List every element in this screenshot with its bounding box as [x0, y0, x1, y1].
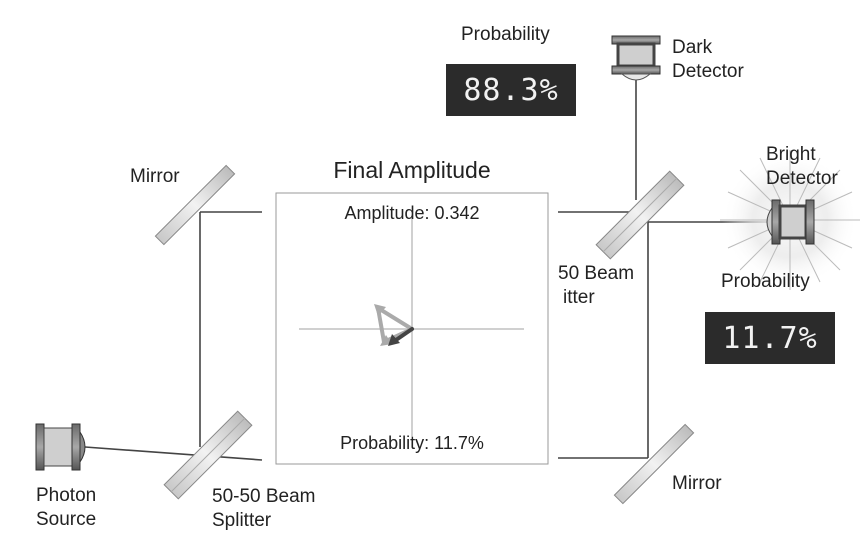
bright-detector-label-line-2: Detector	[766, 168, 838, 189]
dark-detector-device	[611, 35, 661, 81]
dark-probability-readout: 88.3%	[446, 64, 576, 116]
bright-detector-label-line-1: Bright	[766, 144, 816, 165]
dark-detector-label-line-2: Detector	[672, 61, 744, 82]
mirror-bottom	[613, 423, 695, 505]
mirror-bottom-label: Mirror	[672, 473, 722, 494]
bright-detector-device	[720, 150, 860, 290]
mirror-top	[154, 164, 236, 246]
amplitude-arrow-1	[376, 306, 414, 331]
beam-splitter-bottom	[163, 410, 253, 500]
bright-detector-label: Bright Detector	[766, 143, 838, 191]
beam-splitter-right	[595, 170, 685, 260]
amplitude-arrows	[374, 304, 414, 346]
splitter-bottom-label-line-1: 50-50 Beam	[212, 486, 316, 507]
bright-probability-readout: 11.7%	[705, 312, 835, 364]
dark-detector-label-line-1: Dark	[672, 37, 713, 58]
photon-source-device	[35, 423, 86, 471]
amplitude-probability-text: Probability: 11.7%	[340, 433, 484, 453]
beam-paths	[84, 80, 770, 461]
dark-detector-label: Dark Detector	[672, 36, 744, 84]
splitter-right-label-line-2: itter	[563, 287, 595, 308]
beam-source-to-splitter	[84, 446, 263, 461]
photon-source-label-line-2: Source	[36, 509, 97, 530]
dark-probability-label: Probability	[461, 24, 550, 45]
mirror-top-label: Mirror	[130, 166, 180, 187]
amplitude-value-text: Amplitude: 0.342	[344, 203, 479, 223]
amplitude-arrow-final	[394, 327, 414, 342]
photon-source-label-line-1: Photon	[36, 485, 97, 506]
bright-probability-label: Probability	[721, 271, 810, 292]
splitter-bottom-label: 50-50 Beam Splitter	[212, 485, 316, 533]
splitter-right-label: 50 Beam itter	[558, 262, 634, 310]
splitter-right-label-line-1: 50 Beam	[558, 263, 635, 284]
amplitude-panel-title: Final Amplitude	[333, 157, 490, 183]
splitter-bottom-label-line-2: Splitter	[212, 510, 272, 531]
photon-source-label: Photon Source	[36, 484, 96, 532]
